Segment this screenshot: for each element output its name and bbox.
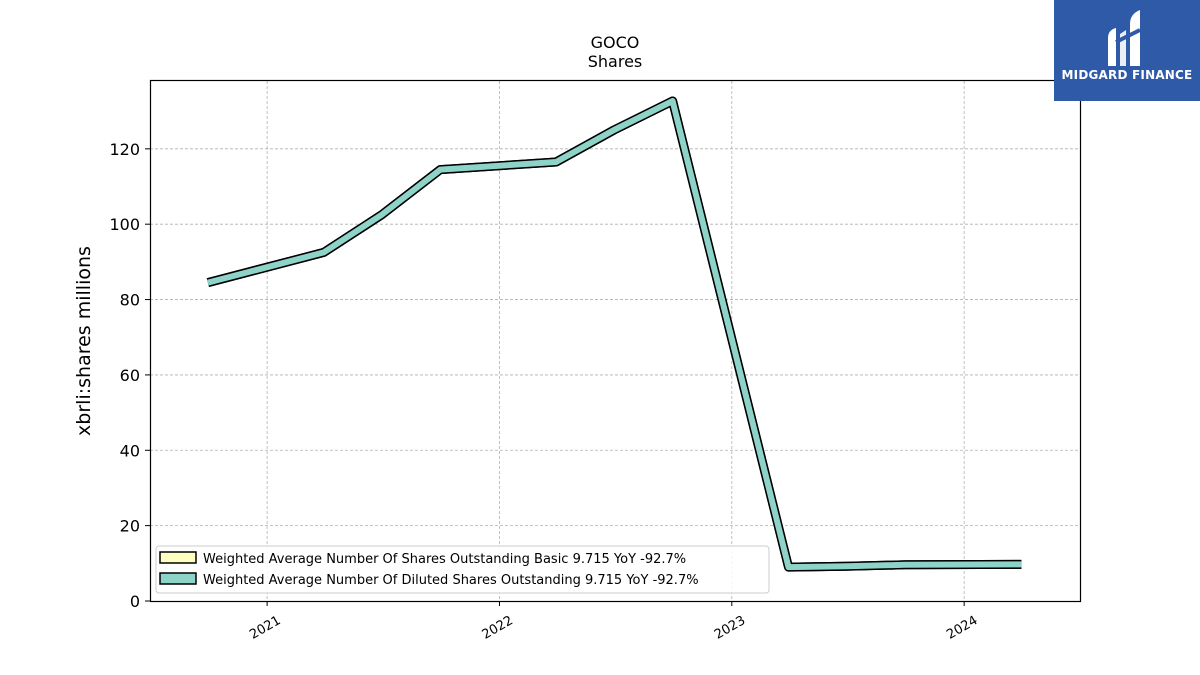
chart-subtitle: Shares <box>588 52 643 71</box>
series-stroke <box>207 98 1022 571</box>
chart-title: GOCO <box>591 33 640 52</box>
x-tick-label: 2022 <box>480 613 516 643</box>
midgard-logo-icon <box>1108 10 1141 66</box>
legend: Weighted Average Number Of Shares Outsta… <box>155 545 770 594</box>
plot-frame <box>149 79 1082 603</box>
series-stroke <box>207 98 1022 571</box>
legend-label: Weighted Average Number Of Shares Outsta… <box>203 552 686 567</box>
series-outline <box>206 96 1022 572</box>
y-tick-label: 120 <box>109 140 140 159</box>
legend-swatch <box>159 551 197 564</box>
y-tick-label: 40 <box>120 441 140 460</box>
y-tick-label: 0 <box>130 592 140 611</box>
y-tick-label: 100 <box>109 215 140 234</box>
y-tick-label: 20 <box>120 517 140 536</box>
legend-label: Weighted Average Number Of Diluted Share… <box>203 573 699 588</box>
series-line-2 <box>206 96 1022 572</box>
brand-logo: MIDGARD FINANCE <box>1054 0 1200 101</box>
series-outline <box>206 96 1022 572</box>
y-axis-label: xbrli:shares millions <box>73 246 95 436</box>
x-tick-label: 2023 <box>712 613 748 643</box>
y-tick-label: 60 <box>120 366 140 385</box>
brand-name: MIDGARD FINANCE <box>1061 68 1193 82</box>
x-tick-label: 2021 <box>247 613 283 643</box>
y-tick-label: 80 <box>120 291 140 310</box>
legend-swatch <box>159 572 197 585</box>
legend-box <box>155 545 770 594</box>
x-tick-label: 2024 <box>944 613 980 643</box>
series-line-1 <box>206 96 1022 572</box>
